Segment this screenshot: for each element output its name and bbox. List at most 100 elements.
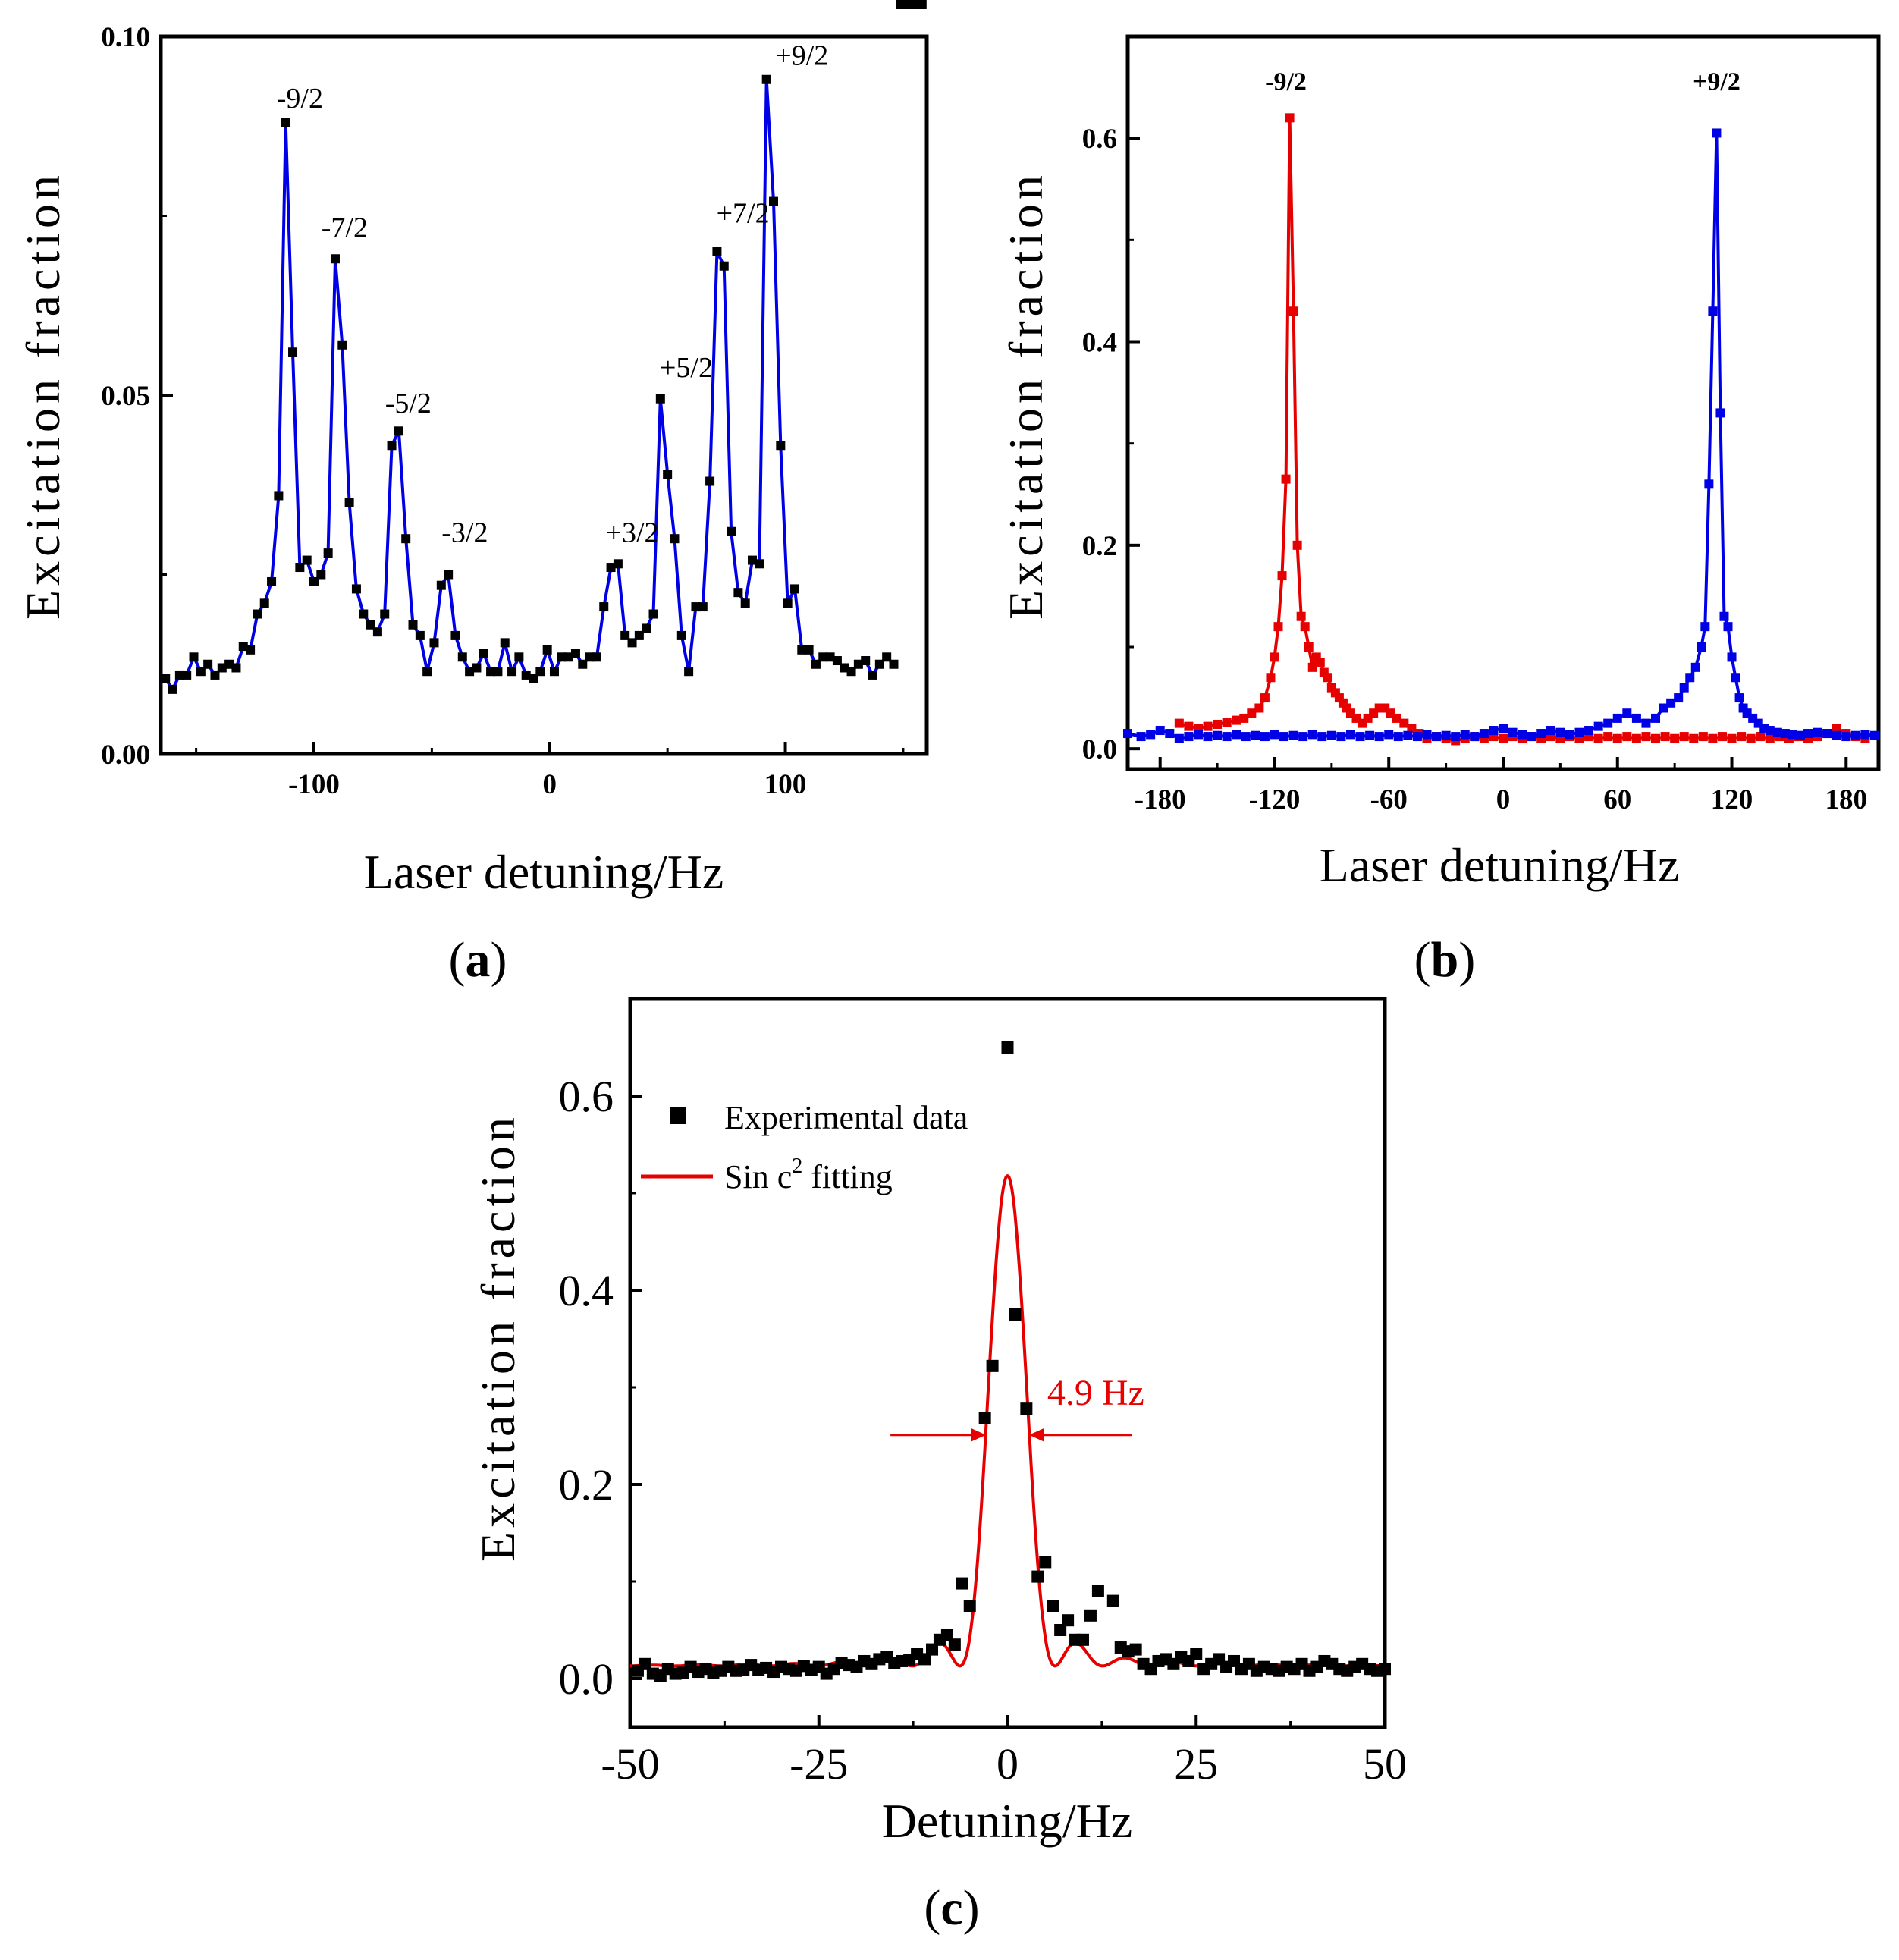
x-tick-label: 0 (543, 769, 557, 800)
data-point (1298, 732, 1308, 742)
data-point (825, 652, 835, 662)
data-point (1281, 474, 1291, 484)
data-point (1251, 730, 1260, 740)
y-tick-label: 0.0 (559, 1654, 614, 1704)
data-point (1307, 662, 1317, 672)
data-point (1277, 571, 1287, 581)
data-point (1708, 306, 1718, 316)
data-point (861, 656, 871, 666)
data-point (457, 652, 467, 662)
data-point (776, 441, 786, 451)
data-point (253, 609, 262, 619)
data-point (444, 570, 454, 580)
data-point (917, 0, 927, 9)
data-point (978, 1412, 991, 1424)
data-point (1717, 732, 1727, 742)
data-point (1690, 662, 1700, 672)
data-point (1479, 729, 1489, 739)
data-point (1622, 708, 1632, 718)
x-tick-label: 60 (1603, 784, 1631, 815)
data-point (1679, 683, 1689, 693)
data-point (1708, 733, 1718, 743)
data-point (1279, 732, 1289, 742)
data-point (1565, 730, 1574, 740)
data-point (1555, 727, 1565, 737)
data-point (1670, 733, 1680, 743)
panel-c-tag-open: ( (924, 1880, 940, 1936)
data-point (1756, 732, 1766, 742)
series-line-minus (1179, 116, 1866, 743)
data-point (1213, 719, 1223, 729)
data-point (1222, 718, 1232, 727)
data-point (761, 74, 771, 84)
data-point (1407, 724, 1417, 733)
data-point (1765, 726, 1775, 736)
data-point (1612, 713, 1622, 723)
data-point (1788, 730, 1797, 740)
data-point (380, 609, 390, 619)
panel-c-tag-letter: c (940, 1880, 962, 1936)
panel-b-tag-close: ) (1458, 932, 1475, 988)
data-point (733, 588, 743, 598)
data-point (203, 659, 213, 669)
panel-c: -50 -25 0 25 50 0.0 0.2 0.4 0.6 4.9 Hz Experimen… (471, 997, 1407, 1936)
x-tick-label: -120 (1249, 784, 1301, 815)
data-point (1832, 730, 1841, 740)
data-point (705, 476, 715, 486)
panel-b-data (1123, 113, 1879, 746)
data-point (1077, 1633, 1089, 1646)
data-point (514, 652, 524, 662)
data-point (1403, 730, 1413, 740)
panel-b-tag: (b) (1414, 932, 1476, 988)
peak-label: +3/2 (606, 517, 659, 548)
data-point (1184, 721, 1194, 731)
data-point (224, 659, 234, 669)
data-point (174, 670, 184, 680)
data-point (1260, 693, 1270, 703)
data-point (281, 118, 290, 127)
data-point (698, 602, 708, 612)
data-point (1345, 730, 1355, 740)
data-point (1091, 1585, 1104, 1597)
data-point (1727, 733, 1737, 743)
data-point (563, 652, 573, 662)
data-point (1470, 732, 1480, 742)
panel-a-tag-letter: a (466, 932, 491, 988)
peak-label: -9/2 (277, 83, 323, 115)
data-point (1155, 726, 1165, 736)
data-point (1546, 726, 1555, 736)
data-point (903, 0, 913, 9)
data-point (719, 261, 729, 271)
data-point (1288, 306, 1298, 316)
data-point (1323, 673, 1332, 683)
data-point (1184, 732, 1194, 742)
data-point (684, 667, 694, 677)
data-point (1213, 730, 1223, 740)
data-point (592, 652, 601, 662)
data-point (557, 652, 567, 662)
data-point (1451, 732, 1461, 742)
data-point (1666, 698, 1676, 708)
data-point (1700, 622, 1710, 632)
data-point (330, 254, 340, 264)
peak-label: +5/2 (660, 352, 713, 384)
data-point (394, 426, 403, 436)
data-point (323, 548, 333, 558)
data-point (231, 663, 241, 673)
data-point (1593, 733, 1603, 743)
x-tick-label: 0 (1496, 784, 1511, 815)
data-point (1584, 726, 1594, 736)
data-point (1651, 713, 1661, 723)
data-point (613, 559, 623, 569)
data-point (1174, 733, 1184, 743)
data-point (1731, 673, 1740, 683)
data-point (769, 196, 778, 206)
data-point (1203, 721, 1213, 731)
data-point (956, 1577, 968, 1590)
data-point (1422, 730, 1432, 740)
data-point (351, 584, 361, 594)
data-point (1292, 540, 1302, 550)
legend-label-experimental: Experimental data (724, 1099, 968, 1136)
y-tick-label: 0.05 (101, 381, 150, 412)
panel-c-tag-close: ) (963, 1880, 980, 1936)
